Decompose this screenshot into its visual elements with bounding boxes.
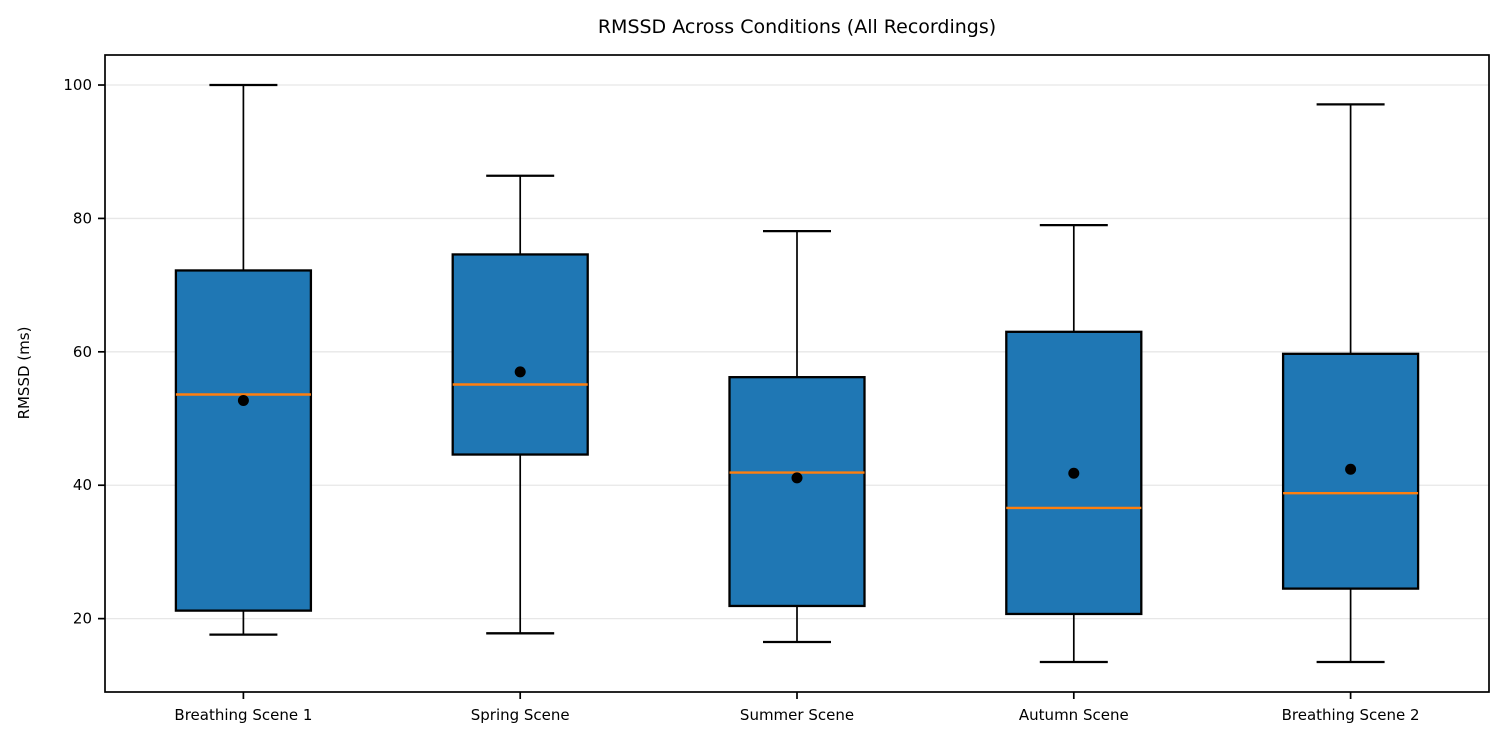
box-summer-scene	[728, 376, 866, 608]
mean-dot-spring-scene	[514, 366, 526, 378]
plot-border	[104, 54, 1490, 693]
y-tick-label: 40	[73, 476, 92, 494]
x-tick-label-breathing-scene-2: Breathing Scene 2	[1282, 706, 1420, 724]
y-tick-label: 100	[63, 76, 92, 94]
x-tick-label-breathing-scene-1: Breathing Scene 1	[174, 706, 312, 724]
x-tick-label-spring-scene: Spring Scene	[471, 706, 570, 724]
mean-dot-summer-scene	[791, 472, 803, 484]
mean-dot-breathing-scene-2	[1345, 463, 1357, 475]
x-tick-label-autumn-scene: Autumn Scene	[1019, 706, 1129, 724]
box-breathing-scene-1	[174, 269, 313, 612]
y-tick-label: 60	[73, 343, 92, 361]
y-tick-label: 20	[73, 610, 92, 628]
x-tick-label-summer-scene: Summer Scene	[740, 706, 854, 724]
chart-title: RMSSD Across Conditions (All Recordings)	[597, 16, 997, 38]
y-tick-label: 80	[73, 209, 92, 227]
box-spring-scene	[451, 253, 589, 456]
mean-dot-autumn-scene	[1068, 467, 1080, 479]
mean-dot-breathing-scene-1	[237, 395, 249, 407]
